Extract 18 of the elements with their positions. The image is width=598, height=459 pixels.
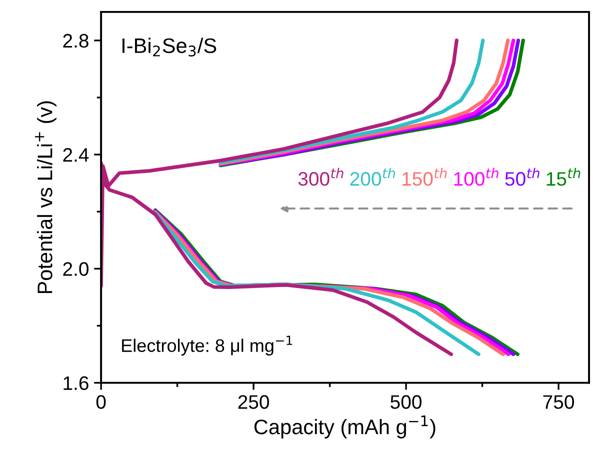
series-label: 200$^{th}$ [350,168,396,186]
text: 100$^{th}$ [454,168,498,186]
annotation: Electrolyte: 8 μl mg$^{−1}$ [122,336,292,356]
annotation: I-Bi$_{2}$Se$_{3}$/S [122,38,216,57]
y-tick-label: 2.0 [63,262,88,276]
text: 50$^{th}$ [505,168,540,186]
text: 15$^{th}$ [546,168,580,186]
y-tick-label: 2.4 [63,148,89,162]
text: 150$^{th}$ [402,168,447,186]
x-tick-label: 0 [96,395,106,409]
y-tick-label: 2.8 [63,34,88,48]
x-axis-title: Capacity (mAh g$^{−1}$) [254,416,436,438]
y-tick-label: 1.6 [64,376,88,390]
x-tick-label: 500 [390,395,422,409]
x-tick-label: 250 [238,395,270,409]
series-label: 300$^{th}$ [298,168,344,186]
x-tick-label: 750 [543,395,574,409]
y-axis-title: Potential vs Li/Li$^{+}$ (v) [35,101,56,294]
